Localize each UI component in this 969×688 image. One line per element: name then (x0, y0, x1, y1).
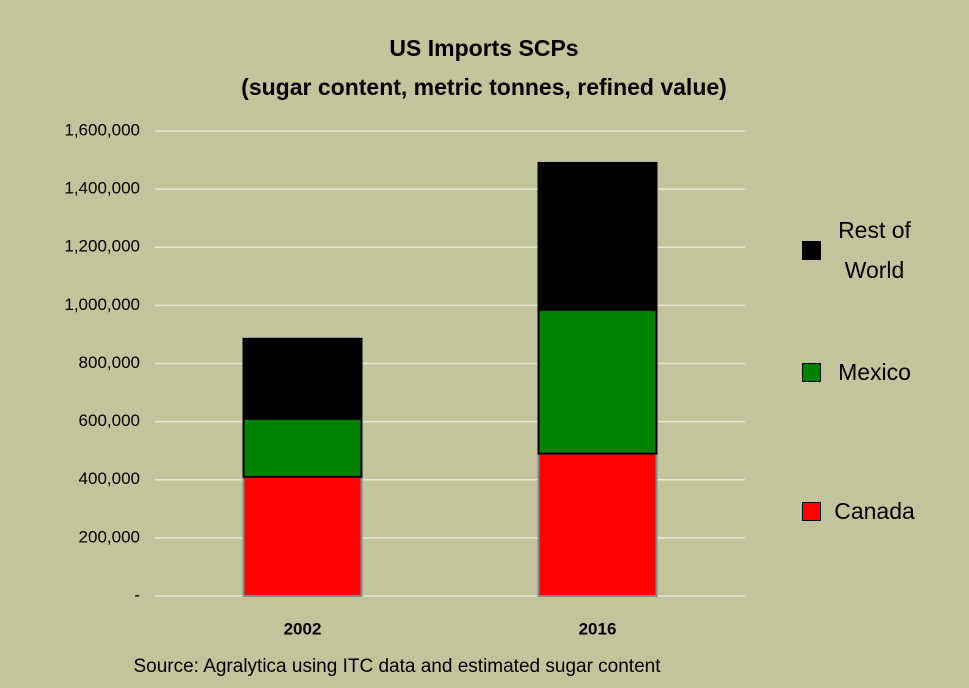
bar-segment (242, 337, 363, 420)
legend-label: Canada (834, 498, 915, 524)
legend-item: Mexico (802, 352, 922, 392)
y-tick-label: - (134, 585, 140, 604)
legend-swatch (802, 240, 821, 260)
y-tick-label: 1,400,000 (64, 179, 140, 198)
bar-segment (242, 417, 363, 478)
y-tick-label: 600,000 (79, 411, 140, 430)
bar-segment (242, 475, 363, 597)
y-tick-label: 1,000,000 (64, 295, 140, 314)
legend-swatch (802, 501, 821, 521)
bar-segment (537, 161, 658, 311)
bar-segment (537, 308, 658, 455)
y-tick-label: 1,600,000 (64, 120, 140, 139)
legend-item: Canada (802, 491, 922, 531)
legend-item: Rest of World (802, 210, 922, 290)
legend-swatch (802, 362, 821, 382)
y-tick-label: 1,200,000 (64, 237, 140, 256)
y-tick-label: 200,000 (79, 527, 140, 546)
legend-label: Mexico (838, 359, 911, 385)
x-tick-label: 2002 (284, 619, 322, 638)
chart-title: US Imports SCPs (389, 35, 578, 61)
legend-label: Rest of World (838, 217, 911, 283)
x-tick-label: 2016 (579, 619, 617, 638)
y-tick-label: 400,000 (79, 469, 140, 488)
bar-segment (537, 452, 658, 597)
y-tick-label: 800,000 (79, 353, 140, 372)
source-note: Source: Agralytica using ITC data and es… (133, 656, 661, 677)
chart-subtitle: (sugar content, metric tonnes, refined v… (241, 74, 727, 100)
